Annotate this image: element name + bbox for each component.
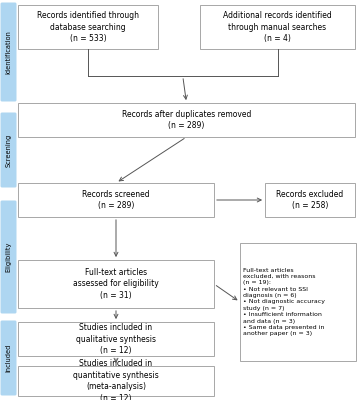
Bar bbox=[18, 322, 214, 356]
Text: Records after duplicates removed
(n = 289): Records after duplicates removed (n = 28… bbox=[122, 110, 251, 130]
Bar bbox=[200, 5, 355, 49]
Text: Identification: Identification bbox=[5, 30, 12, 74]
Bar bbox=[18, 5, 158, 49]
Text: Studies included in
quantitative synthesis
(meta-analysis)
(n = 12): Studies included in quantitative synthes… bbox=[73, 359, 159, 400]
Text: Records identified through
database searching
(n = 533): Records identified through database sear… bbox=[37, 11, 139, 43]
Text: Screening: Screening bbox=[5, 133, 12, 167]
FancyBboxPatch shape bbox=[0, 320, 17, 396]
Text: Additional records identified
through manual searches
(n = 4): Additional records identified through ma… bbox=[223, 11, 332, 43]
Text: Records excluded
(n = 258): Records excluded (n = 258) bbox=[276, 190, 344, 210]
Bar bbox=[18, 366, 214, 396]
Bar bbox=[265, 183, 355, 217]
Bar bbox=[240, 243, 356, 361]
FancyBboxPatch shape bbox=[0, 2, 17, 102]
Text: Full-text articles
assessed for eligibility
(n = 31): Full-text articles assessed for eligibil… bbox=[73, 268, 159, 300]
Bar bbox=[18, 260, 214, 308]
Text: Records screened
(n = 289): Records screened (n = 289) bbox=[82, 190, 150, 210]
Bar bbox=[18, 183, 214, 217]
Text: Eligibility: Eligibility bbox=[5, 242, 12, 272]
FancyBboxPatch shape bbox=[0, 200, 17, 314]
Text: Full-text articles
excluded, with reasons
(n = 19):
• Not relevant to SSI
diagno: Full-text articles excluded, with reason… bbox=[243, 268, 325, 336]
Bar bbox=[18, 103, 355, 137]
Text: Included: Included bbox=[5, 344, 12, 372]
FancyBboxPatch shape bbox=[0, 112, 17, 188]
Text: Studies included in
qualitative synthesis
(n = 12): Studies included in qualitative synthesi… bbox=[76, 323, 156, 355]
